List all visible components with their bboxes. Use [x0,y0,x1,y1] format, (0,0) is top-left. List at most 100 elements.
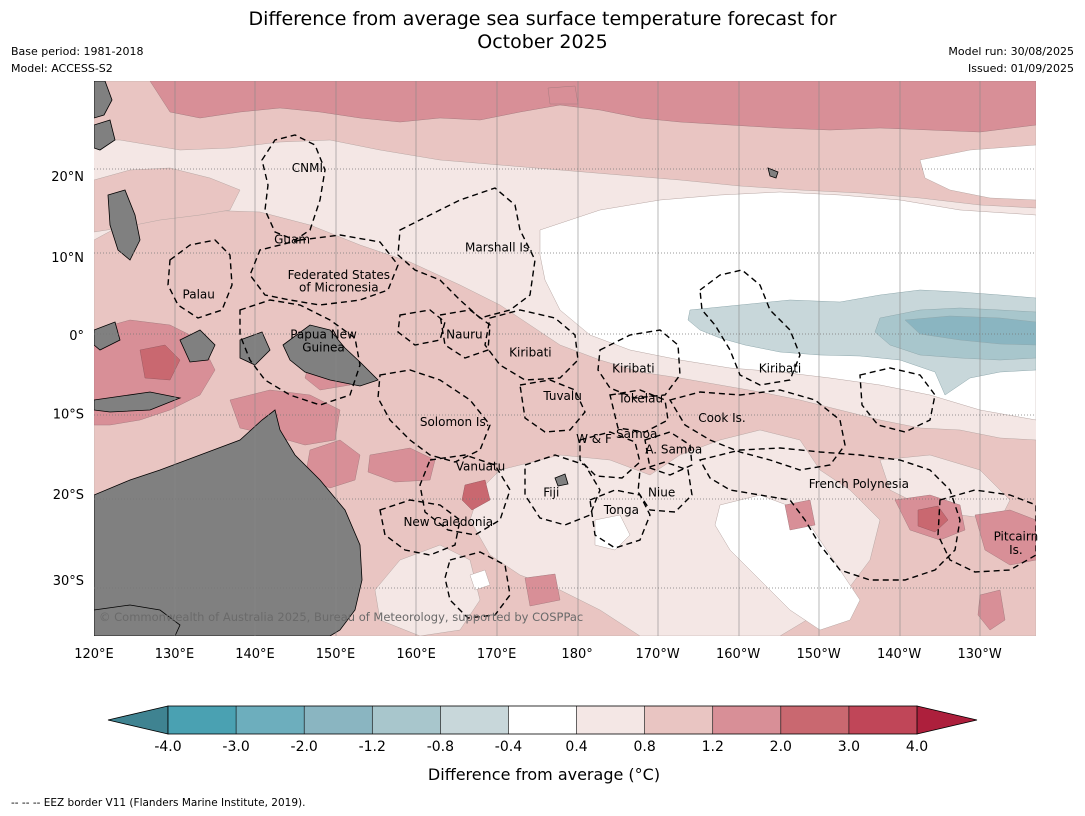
country-label: W & F [576,432,612,446]
latitude-tick-label: 10°S [53,407,84,422]
colorbar-swatch [372,706,441,734]
longitude-tick-label: 130°W [958,647,1002,662]
colorbar-tick-label: -1.2 [359,739,386,755]
country-label: Cook Is. [698,411,745,425]
taiwan-island [94,119,116,151]
base-period-text: Base period: 1981-2018 [11,45,144,58]
country-label: of Micronesia [299,281,379,295]
longitude-tick-label: 140°W [877,647,921,662]
new-guinea-landmass [282,324,379,387]
colorbar-swatch [440,706,509,734]
colorbar-tick-label: -0.4 [495,739,522,755]
colorbar-over-arrow [916,705,978,735]
longitude-tick-label: 140°E [235,647,275,662]
longitude-tick-label: 150°E [316,647,356,662]
country-label: Is. [1009,543,1023,557]
country-label: Guam [274,232,310,246]
philippines-islands [107,189,141,261]
country-label: A. Samoa [645,442,702,456]
colorbar: -4.0 -3.0 -2.0 -1.2 -0.8 -0.4 0.4 0.8 1.2 2.0 3.0 4… [107,705,978,755]
colorbar-swatch [304,706,373,734]
country-label: Palau [183,288,215,302]
country-label: Solomon Is. [420,415,490,429]
issued-text: Issued: 01/09/2025 [967,62,1074,75]
colorbar-title: Difference from average (°C) [428,765,660,784]
colorbar-tick-label: -2.0 [291,739,318,755]
map-copyright: © Commonwealth of Australia 2025, Bureau… [99,610,583,624]
country-label: CNMI [292,161,323,175]
land-masses [94,81,779,636]
country-label: Kiribati [612,362,654,376]
tasmania-coast [94,604,181,636]
country-label: Niue [648,486,675,500]
country-label: Kiribati [759,362,801,376]
longitude-tick-labels: 120°E 130°E 140°E 150°E 160°E 170°E 180° 170°W 1… [74,647,1002,662]
eez-legend-note: -- -- -- EEZ border V11 (Flanders Marine… [11,797,306,809]
latitude-gridlines [94,168,1036,589]
country-label: Federated States [288,268,390,282]
colorbar-swatch [168,706,237,734]
hawaii-island [767,167,779,179]
longitude-tick-label: 150°W [797,647,841,662]
country-label: Marshall Is. [465,240,533,254]
latitude-tick-label: 0° [69,329,84,344]
longitude-tick-label: 120°E [74,647,114,662]
country-label: Samoa [616,427,657,441]
borneo-island [94,321,121,351]
colorbar-swatch [712,706,782,734]
asia-coast [94,81,113,119]
model-run-text: Model run: 30/08/2025 [948,45,1074,58]
colorbar-swatch [780,706,850,734]
map-panel [94,81,1036,636]
country-label: French Polynesia [809,477,909,491]
colorbar-tick-label: -4.0 [154,739,181,755]
colorbar-tick-label: 3.0 [838,739,860,755]
longitude-tick-label: 160°E [396,647,436,662]
colorbar-swatch [644,706,714,734]
map-title-line1: Difference from average sea surface temp… [248,8,837,30]
country-label: New Caledonia [403,515,493,529]
colorbar-tick-label: 4.0 [906,739,928,755]
latitude-tick-label: 20°S [53,488,84,503]
country-label: Tonga [603,503,639,517]
meta-right: Model run: 30/08/2025 Issued: 01/09/2025 [948,43,1074,77]
indonesia-islands [94,391,182,413]
meta-left: Base period: 1981-2018 Model: ACCESS-S2 [11,43,143,77]
colorbar-tick-label: 0.8 [634,739,656,755]
latitude-tick-label: 20°N [51,170,84,185]
country-label: Fiji [543,486,559,500]
latitude-tick-labels: 20°N 10°N 0° 10°S 20°S 30°S [51,170,84,589]
country-label: Vanuatu [456,459,506,473]
colorbar-swatch [236,706,305,734]
country-label: Tuvalu [542,389,582,403]
colorbar-swatch [576,706,645,734]
longitude-tick-label: 160°W [716,647,760,662]
model-text: Model: ACCESS-S2 [11,62,113,75]
colorbar-tick-label: 1.2 [702,739,724,755]
longitude-tick-label: 170°E [477,647,517,662]
colorbar-under-arrow [107,705,169,735]
longitude-tick-label: 170°W [636,647,680,662]
colorbar-tick-label: 0.4 [565,739,587,755]
colorbar-swatch [508,706,577,734]
latitude-tick-label: 10°N [51,251,84,266]
colorbar-tick-label: 2.0 [770,739,792,755]
colorbar-tick-label: -3.0 [222,739,249,755]
colorbar-swatch [848,706,918,734]
country-label: Nauru [446,327,482,341]
colorbar-tick-label: -0.8 [427,739,454,755]
eez-borders [167,134,1036,619]
country-label: Tokelau [617,391,663,405]
anomaly-band-negative [687,289,1036,396]
anomaly-band-2.0-3.0 [139,344,949,533]
country-label: Pitcairn [994,529,1039,543]
map-title-line2: October 2025 [477,31,608,53]
fiji-island [554,473,569,487]
country-label: Papua New [290,327,357,341]
sulawesi-island [179,329,216,363]
latitude-tick-label: 30°S [53,574,84,589]
colorbar-outline [167,705,918,735]
country-label: Guinea [302,341,345,355]
